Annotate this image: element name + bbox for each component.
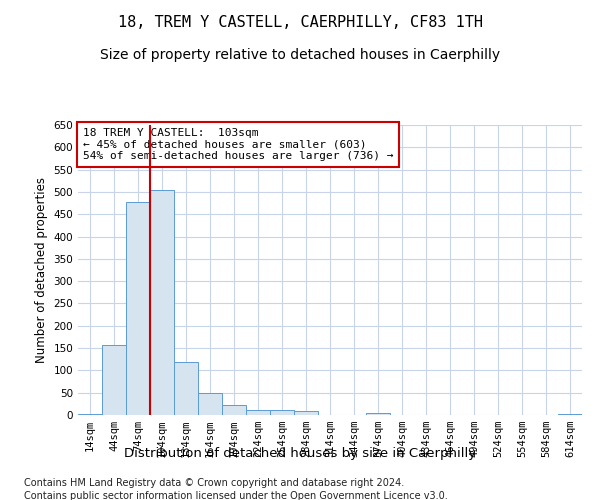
Bar bbox=[558, 414, 582, 415]
Bar bbox=[126, 202, 150, 415]
Bar bbox=[294, 412, 318, 415]
Bar bbox=[78, 414, 102, 415]
Text: 18, TREM Y CASTELL, CAERPHILLY, CF83 1TH: 18, TREM Y CASTELL, CAERPHILLY, CF83 1TH bbox=[118, 15, 482, 30]
Y-axis label: Number of detached properties: Number of detached properties bbox=[35, 177, 48, 363]
Text: Contains HM Land Registry data © Crown copyright and database right 2024.: Contains HM Land Registry data © Crown c… bbox=[24, 478, 404, 488]
Text: Size of property relative to detached houses in Caerphilly: Size of property relative to detached ho… bbox=[100, 48, 500, 62]
Bar bbox=[102, 344, 126, 415]
Text: 18 TREM Y CASTELL:  103sqm
← 45% of detached houses are smaller (603)
54% of sem: 18 TREM Y CASTELL: 103sqm ← 45% of detac… bbox=[83, 128, 394, 161]
Bar bbox=[366, 413, 390, 415]
Bar bbox=[198, 392, 222, 415]
Bar bbox=[150, 190, 174, 415]
Text: Contains public sector information licensed under the Open Government Licence v3: Contains public sector information licen… bbox=[24, 491, 448, 500]
Bar bbox=[222, 404, 246, 415]
Bar bbox=[174, 362, 198, 415]
Text: Distribution of detached houses by size in Caerphilly: Distribution of detached houses by size … bbox=[124, 448, 476, 460]
Bar bbox=[270, 410, 294, 415]
Bar bbox=[246, 410, 270, 415]
